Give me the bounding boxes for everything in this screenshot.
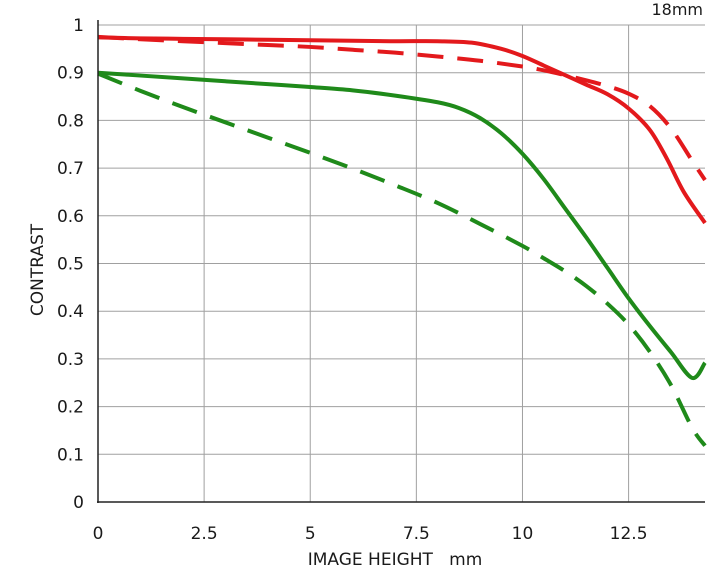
y-tick-label: 0.7 bbox=[57, 159, 84, 179]
y-tick-label: 0.1 bbox=[57, 445, 84, 465]
series-lines bbox=[97, 34, 707, 447]
y-tick-label: 1 bbox=[73, 16, 84, 36]
y-tick-label: 0.3 bbox=[57, 350, 84, 370]
x-tick-label: 12.5 bbox=[610, 524, 648, 544]
y-axis-title: CONTRAST bbox=[28, 223, 48, 316]
series-line-red-dashed bbox=[97, 34, 707, 182]
x-axis-title: IMAGE HEIGHT mm bbox=[308, 550, 483, 570]
y-tick-label: 0.9 bbox=[57, 64, 84, 84]
x-tick-label: 0 bbox=[93, 524, 104, 544]
series-line-red-solid bbox=[97, 35, 707, 225]
y-tick-label: 0.8 bbox=[57, 111, 84, 131]
tick-labels: 0 2.5 5 7.5 10 12.5 0 0.1 0.2 0.3 0.4 0.5 0.6 0.7 0.8 0… bbox=[57, 16, 648, 544]
y-tick-label: 0.2 bbox=[57, 398, 84, 418]
y-tick-label: 0.5 bbox=[57, 255, 84, 275]
x-tick-label: 2.5 bbox=[191, 524, 218, 544]
grid bbox=[98, 24, 705, 502]
x-tick-label: 10 bbox=[512, 524, 534, 544]
series-line-green-dashed bbox=[97, 71, 707, 447]
x-tick-label: 5 bbox=[305, 524, 316, 544]
y-tick-label: 0.4 bbox=[57, 302, 84, 322]
corner-label: 18mm bbox=[651, 0, 703, 19]
y-tick-label: 0.6 bbox=[57, 207, 84, 227]
x-tick-label: 7.5 bbox=[403, 524, 430, 544]
y-tick-label: 0 bbox=[73, 493, 84, 513]
series-line-green-solid bbox=[97, 70, 707, 380]
axes bbox=[97, 20, 705, 503]
